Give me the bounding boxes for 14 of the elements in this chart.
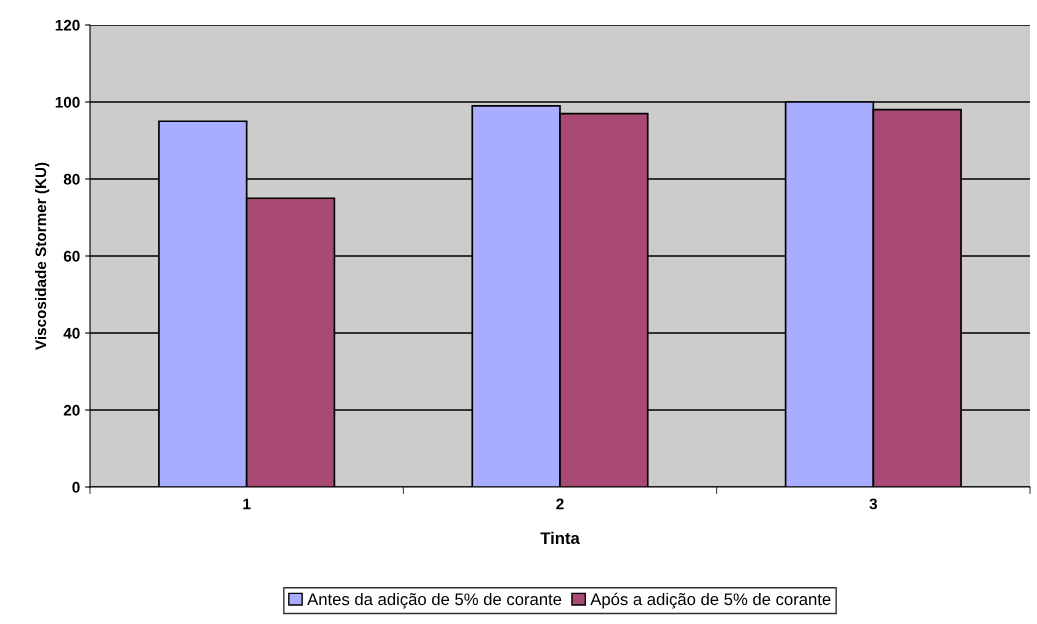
y-tick-label: 100	[55, 96, 80, 108]
x-tick-label: 1	[243, 498, 251, 510]
y-tick-label: 40	[63, 327, 80, 339]
x-axis-title: Tinta	[540, 531, 580, 545]
y-tick-label: 120	[55, 19, 80, 31]
legend-label: Antes da adição de 5% de corante	[307, 592, 562, 609]
y-tick-label: 80	[63, 173, 80, 185]
x-tick-label: 2	[556, 498, 564, 510]
y-tick-label: 60	[63, 250, 80, 262]
x-tick-label: 3	[869, 498, 878, 510]
legend-label: Após a adição de 5% de corante	[590, 592, 831, 609]
y-axis-title: Viscosidade Stormer (KU)	[34, 162, 50, 350]
y-tick-label: 0	[72, 481, 80, 493]
y-tick-label: 20	[63, 404, 80, 416]
